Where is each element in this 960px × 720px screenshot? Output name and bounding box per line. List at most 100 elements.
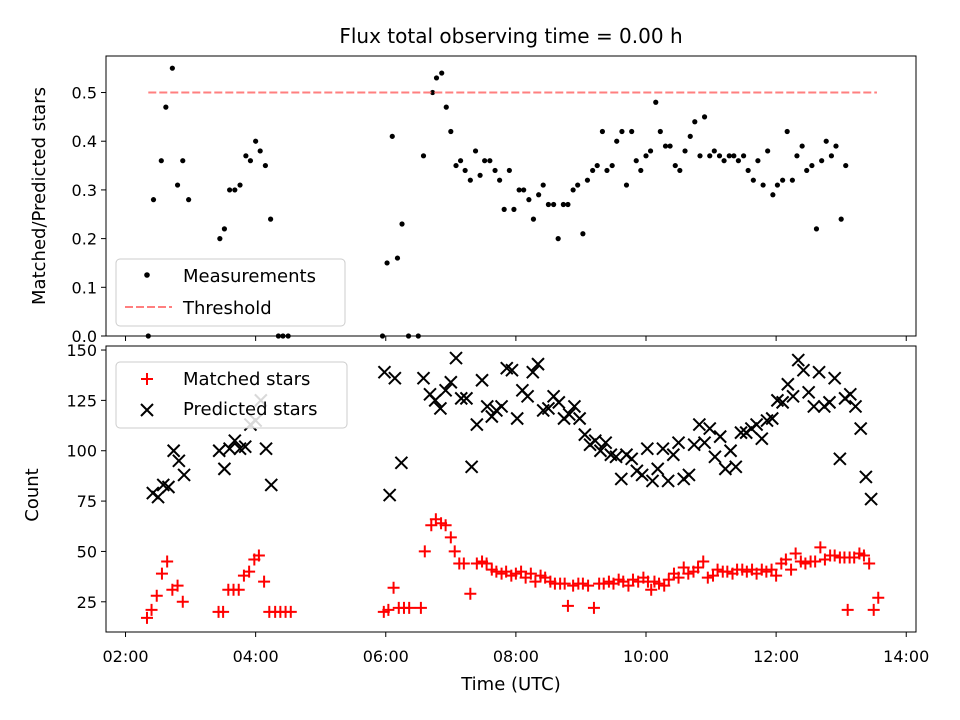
measurement-point: [619, 128, 625, 135]
predicted-star-point: [796, 363, 811, 377]
matched-star-point: [653, 577, 666, 590]
predicted-star-point: [833, 452, 847, 466]
predicted-star-point: [687, 437, 701, 452]
measurement-point: [247, 158, 254, 164]
matched-star-point: [857, 549, 870, 562]
measurement-point: [813, 226, 820, 232]
matched-star-point: [567, 579, 580, 592]
measurement-point: [580, 231, 586, 237]
measurement-point: [433, 75, 440, 81]
measurement-point: [439, 70, 445, 76]
matched-star-point: [809, 555, 822, 568]
measurement-point: [555, 236, 561, 242]
measurement-point: [828, 153, 835, 159]
y-tick-label: 0.2: [72, 230, 97, 249]
measurement-point: [794, 153, 800, 159]
y-tick-label: 0.5: [72, 84, 97, 103]
measurement-point: [614, 138, 620, 144]
measurement-point: [526, 197, 532, 203]
y-tick-label: 25: [77, 593, 97, 612]
measurement-point: [457, 158, 464, 164]
predicted-star-point: [238, 439, 252, 454]
measurement-point: [575, 182, 581, 188]
measurement-point: [789, 177, 795, 183]
matched-star-point: [662, 573, 675, 586]
measurement-point: [511, 206, 517, 212]
predicted-star-point: [775, 395, 790, 410]
matched-star-point: [814, 541, 827, 554]
predicted-star-point: [438, 383, 453, 398]
matched-star-point: [622, 579, 635, 592]
predicted-star-point: [572, 411, 587, 426]
measurement-point: [755, 158, 761, 164]
matched-star-point: [828, 549, 841, 562]
matched-star-point: [682, 567, 695, 580]
matched-star-point: [439, 519, 452, 532]
measurement-point: [389, 133, 395, 139]
measurement-point: [217, 236, 223, 242]
matched-star-point: [448, 545, 461, 558]
matched-star-point: [524, 567, 537, 580]
measurement-point: [530, 216, 537, 222]
measurement-point: [186, 197, 192, 203]
predicted-star-point: [749, 417, 764, 432]
top-panel: 0.0 0.1 0.2 0.3 0.4 0.5 Matched/Predicted sta…: [29, 55, 917, 346]
predicted-star-point: [377, 365, 392, 379]
measurement-point: [540, 182, 546, 188]
matched-star-point: [740, 565, 753, 578]
measurement-point: [682, 148, 688, 154]
matched-star-point: [872, 591, 885, 604]
matched-star-point: [515, 565, 528, 578]
matched-star-point: [382, 603, 395, 616]
matched-star-point: [232, 583, 245, 596]
predicted-star-point: [172, 454, 186, 468]
predicted-star-point: [444, 375, 458, 389]
predicted-star-point: [827, 371, 842, 385]
predicted-star-point: [661, 474, 675, 488]
predicted-star-point: [531, 357, 545, 371]
predicted-star-point: [217, 462, 232, 476]
measurement-point: [584, 177, 591, 183]
predicted-star-point: [259, 442, 273, 456]
predicted-star-point: [848, 399, 863, 414]
predicted-star-point: [822, 395, 837, 410]
matched-star-point: [863, 557, 876, 570]
measurement-point: [799, 143, 805, 149]
predicted-star-point: [428, 393, 442, 408]
top-y-ticks: 0.0 0.1 0.2 0.3 0.4 0.5: [72, 84, 106, 346]
y-tick-label: 0.0: [72, 327, 97, 346]
measurement-point: [809, 162, 815, 169]
x-tick-label: 06:00: [363, 647, 409, 666]
matched-star-point: [626, 573, 639, 586]
matched-star-point: [645, 583, 658, 596]
predicted-star-point: [454, 391, 468, 406]
measurement-point: [804, 167, 810, 174]
bottom-panel: 25 50 75 100 125 150 02:00 04:00 06:00 08:00 10:0…: [22, 341, 929, 695]
measurement-point: [430, 89, 436, 96]
y-tick-label: 125: [66, 391, 97, 410]
measurement-point: [221, 226, 228, 232]
measurement-point: [462, 167, 468, 174]
measurement-point: [551, 201, 557, 208]
predicted-star-point: [264, 478, 278, 492]
matched-star-point: [403, 601, 416, 614]
measurement-point: [565, 201, 571, 208]
measurement-point: [711, 148, 717, 154]
predicted-star-point: [470, 417, 484, 432]
measurement-point: [482, 158, 488, 164]
top-legend: Measurements Threshold: [115, 258, 346, 327]
measurement-point: [633, 158, 639, 164]
predicted-star-point: [640, 442, 655, 456]
predicted-star-point: [666, 448, 681, 462]
matched-star-point: [841, 603, 854, 616]
y-tick-label: 0.3: [72, 181, 97, 200]
matched-star-point: [760, 565, 773, 578]
matched-star-point: [457, 557, 470, 570]
matched-star-point: [765, 563, 778, 576]
matched-star-point: [587, 601, 600, 614]
measurement-point: [516, 187, 522, 193]
top-y-axis-label: Matched/Predicted stars: [29, 87, 50, 305]
legend-measurements-marker: [144, 272, 150, 278]
predicted-star-point: [656, 442, 670, 456]
predicted-star-point: [614, 472, 628, 486]
